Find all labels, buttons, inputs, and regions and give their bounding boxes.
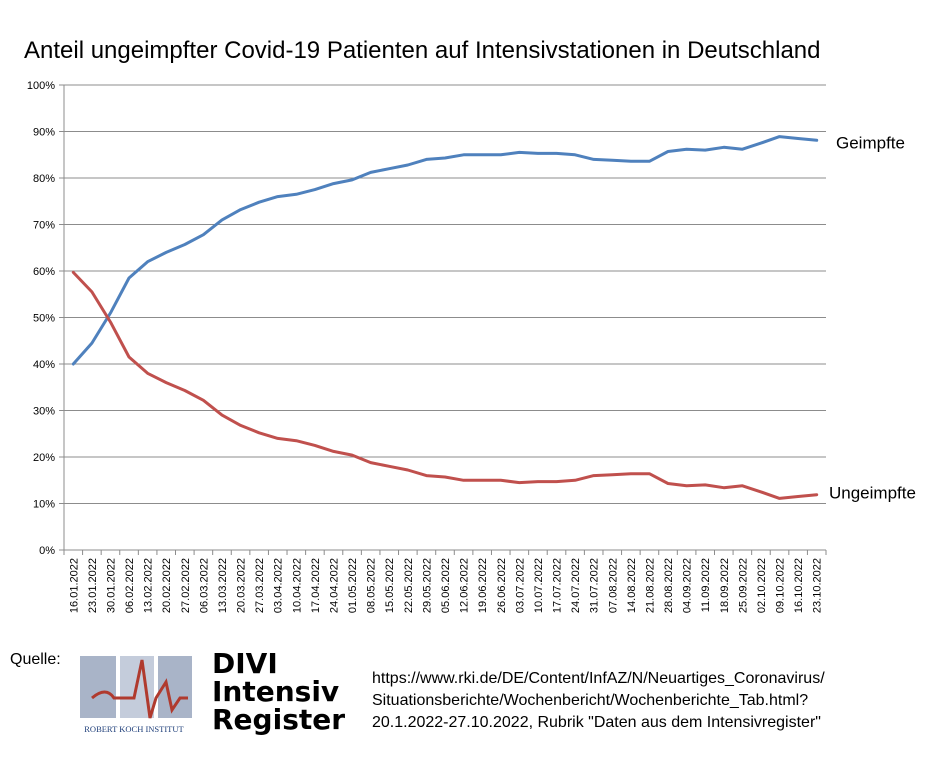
line-chart: 0% 10% 20% 30% 40% 50% 60% 70% 80% 90% 100% 16.01.… [27,80,916,613]
x-tick-label: 12.06.2022 [459,558,471,613]
y-tick-label: 20% [33,452,55,464]
x-tick-label: 13.02.2022 [143,558,155,613]
series-label-geimpfte: Geimpfte [836,133,905,152]
x-tick-label: 24.04.2022 [328,558,340,613]
x-tick-label: 08.05.2022 [366,558,378,613]
y-axis-ticks: 0% 10% 20% 30% 40% 50% 60% 70% 80% 90% 100% [27,80,55,557]
x-tick-label: 17.04.2022 [310,558,322,613]
x-tick-label: 27.02.2022 [180,558,192,613]
y-tick-label: 70% [33,220,55,232]
x-tick-label: 18.09.2022 [719,558,731,613]
series-lines [71,135,819,500]
x-tick-label: 19.06.2022 [477,558,489,613]
x-tick-label: 28.08.2022 [663,558,675,613]
x-tick-label: 23.01.2022 [87,558,99,613]
x-tick-label: 15.05.2022 [384,558,396,613]
x-tick-label: 26.06.2022 [496,558,508,613]
y-tick-label: 0% [39,545,55,557]
divi-intensivregister-logo: DIVI Intensiv Register [212,650,345,734]
x-axis-ticks: 16.01.2022 23.01.2022 30.01.2022 06.02.2022… [68,558,823,613]
source-line-1: https://www.rki.de/DE/Content/InfAZ/N/Ne… [372,670,825,687]
rki-logo-block-left [80,656,116,718]
series-label-ungeimpfte: Ungeimpfte [829,484,916,503]
y-tick-label: 30% [33,406,55,418]
x-tick-label: 03.04.2022 [273,558,285,613]
y-tick-label: 10% [33,499,55,511]
x-tick-label: 20.02.2022 [161,558,173,613]
x-tick-label: 13.03.2022 [217,558,229,613]
x-tick-label: 27.03.2022 [254,558,266,613]
x-tick-label: 31.07.2022 [589,558,601,613]
x-tick-label: 07.08.2022 [607,558,619,613]
x-tick-label: 06.02.2022 [124,558,136,613]
x-tick-label: 16.10.2022 [793,558,805,613]
source-label: Quelle: [10,651,61,668]
divi-logo-line-1: DIVI [212,647,278,680]
x-tick-label: 22.05.2022 [403,558,415,613]
rki-logo-text: ROBERT KOCH INSTITUT [84,724,184,734]
divi-logo-line-2: Intensiv [212,675,340,708]
x-tick-label: 25.09.2022 [737,558,749,613]
series-line-ungeimpfte [71,270,819,500]
series-line-geimpfte [71,135,819,366]
x-tick-label: 09.10.2022 [775,558,787,613]
x-tick-label: 30.01.2022 [105,558,117,613]
x-tick-label: 11.09.2022 [700,558,712,612]
y-tick-label: 80% [33,173,55,185]
x-tick-label: 02.10.2022 [756,558,768,613]
x-tick-label: 10.07.2022 [533,558,545,613]
y-tick-label: 100% [27,80,55,92]
x-tick-label: 21.08.2022 [644,558,656,613]
x-tick-label: 14.08.2022 [626,558,638,613]
x-tick-label: 16.01.2022 [68,558,80,613]
x-tick-label: 01.05.2022 [347,558,359,613]
divi-logo-line-3: Register [212,703,346,736]
y-tick-label: 60% [33,266,55,278]
x-tick-label: 03.07.2022 [514,558,526,613]
source-line-2: Situationsberichte/Wochenbericht/Wochenb… [372,692,809,709]
x-tick-label: 24.07.2022 [570,558,582,613]
x-tick-label: 06.03.2022 [198,558,210,613]
y-tick-label: 50% [33,313,55,325]
x-tick-label: 17.07.2022 [552,558,564,613]
x-tick-label: 20.03.2022 [236,558,248,613]
x-tick-label: 23.10.2022 [812,558,824,613]
rki-logo: ROBERT KOCH INSTITUT [80,656,192,734]
source-line-3: 20.1.2022-27.10.2022, Rubrik "Daten aus … [372,714,821,731]
rki-logo-pulse [91,659,188,719]
x-tick-label: 29.05.2022 [421,558,433,613]
axes [59,84,827,555]
x-tick-label: 04.09.2022 [682,558,694,613]
y-tick-label: 40% [33,359,55,371]
x-tick-label: 10.04.2022 [291,558,303,613]
series-labels: Geimpfte Ungeimpfte [829,133,916,502]
chart-title: Anteil ungeimpfter Covid-19 Patienten au… [24,37,821,64]
source-citation: https://www.rki.de/DE/Content/InfAZ/N/Ne… [372,668,825,734]
gridlines [64,84,826,504]
y-tick-label: 90% [33,127,55,139]
x-tick-label: 05.06.2022 [440,558,452,613]
